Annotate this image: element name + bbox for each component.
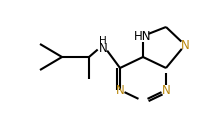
Text: H: H: [99, 36, 107, 46]
Text: N: N: [162, 83, 170, 96]
Text: N: N: [181, 38, 189, 51]
Text: N: N: [99, 41, 107, 54]
Text: HN: HN: [134, 30, 152, 43]
Text: N: N: [116, 83, 124, 96]
